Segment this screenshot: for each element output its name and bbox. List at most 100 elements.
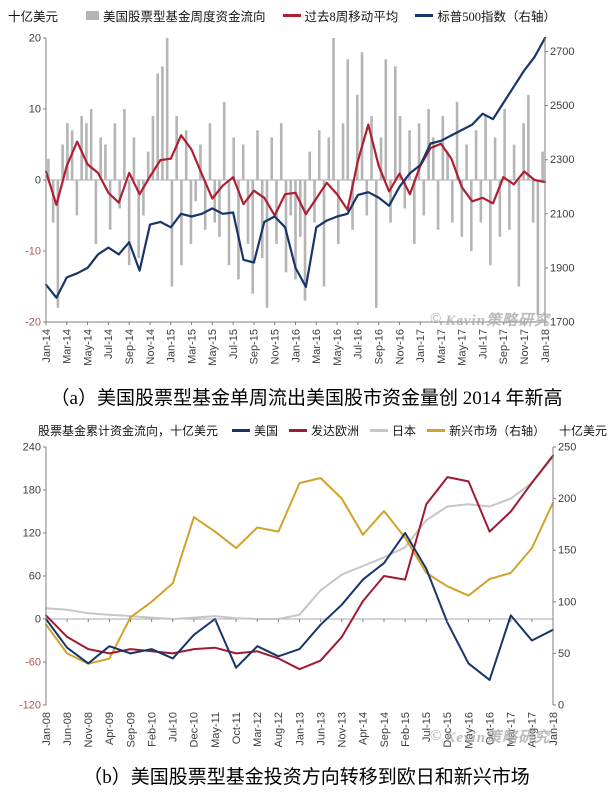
caption-b: （b）美国股票型基金投资方向转移到欧日和新兴市场 <box>83 767 530 788</box>
svg-text:May-14: May-14 <box>82 329 94 366</box>
svg-text:-20: -20 <box>25 317 41 329</box>
svg-text:May-16: May-16 <box>332 329 344 366</box>
svg-text:Feb-10: Feb-10 <box>146 712 158 747</box>
figure-b-legend-row: 股票基金累计资金流向，十亿美元 美国 发达欧洲 日本 新兴市场（右轴） 十亿美元 <box>38 422 607 439</box>
weekly-flows-chart: 20100-10-20270025002300210019001700Jan-1… <box>25 33 574 366</box>
svg-text:May-11: May-11 <box>210 712 222 748</box>
legend-item: 新兴市场（右轴） <box>427 422 545 439</box>
svg-text:2100: 2100 <box>550 208 574 220</box>
svg-text:Nov-14: Nov-14 <box>145 329 157 364</box>
bar-swatch-icon <box>86 11 100 20</box>
line-swatch-icon <box>289 429 308 432</box>
svg-text:Sep-14: Sep-14 <box>124 329 136 364</box>
svg-text:Dec-10: Dec-10 <box>189 712 201 747</box>
svg-text:180: 180 <box>23 485 41 497</box>
svg-text:Nov-17: Nov-17 <box>519 329 531 364</box>
svg-text:-10: -10 <box>25 246 41 258</box>
svg-text:Jul-17: Jul-17 <box>477 329 489 359</box>
legend-item: 美国股票型基金周度资金流向 <box>86 6 266 25</box>
svg-text:250: 250 <box>558 442 576 454</box>
svg-text:120: 120 <box>23 528 41 540</box>
svg-text:Sep-16: Sep-16 <box>373 329 385 364</box>
legend-label: 发达欧洲 <box>311 424 360 438</box>
svg-text:Mar-12: Mar-12 <box>252 712 264 747</box>
svg-text:1900: 1900 <box>550 262 574 274</box>
legend-label: 日本 <box>392 424 417 438</box>
cumulative-flows-chart: 240 180 120 60 0 -60 -120 250 200 150 100 50 0 Jan-08… <box>19 442 576 749</box>
svg-text:240: 240 <box>23 442 41 454</box>
svg-text:Sep-17: Sep-17 <box>498 329 510 364</box>
svg-text:Mar-16: Mar-16 <box>311 329 323 364</box>
svg-text:Nov-08: Nov-08 <box>83 712 95 747</box>
line-swatch-icon <box>282 14 301 17</box>
svg-text:200: 200 <box>558 493 576 505</box>
legend-item: 发达欧洲 <box>289 422 359 439</box>
svg-text:Mar-17: Mar-17 <box>506 712 518 747</box>
line-swatch-icon <box>415 14 434 17</box>
svg-text:May-16: May-16 <box>463 712 475 749</box>
legend-item: 日本 <box>370 422 416 439</box>
svg-text:2700: 2700 <box>550 46 574 58</box>
svg-text:May-17: May-17 <box>457 329 469 366</box>
svg-text:0: 0 <box>35 614 41 626</box>
svg-text:Jan-18: Jan-18 <box>548 712 560 746</box>
legend-item: 美国 <box>232 422 278 439</box>
svg-text:50: 50 <box>558 648 570 660</box>
y-left-unit-label: 十亿美元 <box>8 10 59 24</box>
legend-label: 美国 <box>254 424 279 438</box>
svg-text:Oct-11: Oct-11 <box>231 712 243 744</box>
svg-text:0: 0 <box>558 700 564 712</box>
svg-text:Nov-15: Nov-15 <box>270 329 282 364</box>
svg-text:Sep-09: Sep-09 <box>125 712 137 747</box>
svg-text:2500: 2500 <box>550 100 574 112</box>
legend-label: 标普500指数（右轴） <box>437 10 557 24</box>
svg-text:Aug-17: Aug-17 <box>527 712 539 747</box>
svg-text:2300: 2300 <box>550 154 574 166</box>
svg-text:Sep-14: Sep-14 <box>379 712 391 747</box>
svg-text:Mar-14: Mar-14 <box>62 329 74 364</box>
svg-text:Jan-15: Jan-15 <box>166 329 178 363</box>
svg-text:Jan-18: Jan-18 <box>540 329 552 363</box>
figure-b-axis-title: 股票基金累计资金流向，十亿美元 <box>38 424 219 438</box>
svg-text:Sep-15: Sep-15 <box>249 329 261 364</box>
line-swatch-icon <box>232 429 251 432</box>
legend-item: 标普500指数（右轴） <box>415 6 556 25</box>
svg-text:Feb-15: Feb-15 <box>400 712 412 747</box>
figure-a-legend: 美国股票型基金周度资金流向 过去8周移动平均 标普500指数（右轴） <box>86 6 556 25</box>
svg-text:1700: 1700 <box>550 317 574 329</box>
svg-text:20: 20 <box>29 33 41 45</box>
svg-text:-120: -120 <box>19 700 41 712</box>
svg-text:10: 10 <box>29 104 41 116</box>
svg-text:Jan-08: Jan-08 <box>41 712 53 746</box>
svg-text:Apr-14: Apr-14 <box>358 712 370 745</box>
y-right-unit-label: 十亿美元 <box>558 424 607 438</box>
svg-text:Jan-13: Jan-13 <box>294 712 306 746</box>
svg-text:Nov-13: Nov-13 <box>337 712 349 747</box>
svg-text:Apr-09: Apr-09 <box>104 712 116 745</box>
svg-text:Jul-15: Jul-15 <box>228 329 240 359</box>
caption-a: （a）美国股票型基金单周流出美国股市资金量创 2014 年新高 <box>50 388 563 409</box>
figure-b-legend: 美国 发达欧洲 日本 新兴市场（右轴） <box>232 422 545 439</box>
figure-a: 十亿美元 美国股票型基金周度资金流向 过去8周移动平均 标普500指数（右轴） 20… <box>8 6 611 409</box>
svg-text:Jun-13: Jun-13 <box>315 712 327 746</box>
svg-text:-60: -60 <box>25 657 41 669</box>
svg-text:Jun-08: Jun-08 <box>62 712 74 746</box>
figure-a-legend-row: 十亿美元 美国股票型基金周度资金流向 过去8周移动平均 标普500指数（右轴） <box>8 6 611 25</box>
svg-text:Jan-17: Jan-17 <box>415 329 427 363</box>
svg-text:Jan-16: Jan-16 <box>290 329 302 363</box>
svg-text:Jul-10: Jul-10 <box>168 712 180 742</box>
svg-text:Jul-15: Jul-15 <box>421 712 433 742</box>
svg-text:60: 60 <box>29 571 41 583</box>
svg-text:Jul-16: Jul-16 <box>353 329 365 359</box>
svg-text:100: 100 <box>558 596 576 608</box>
legend-label: 过去8周移动平均 <box>304 10 399 24</box>
legend-item: 过去8周移动平均 <box>282 6 399 25</box>
svg-text:Nov-16: Nov-16 <box>394 329 406 364</box>
line-swatch-icon <box>427 429 446 432</box>
svg-text:Aug-12: Aug-12 <box>273 712 285 747</box>
legend-label: 美国股票型基金周度资金流向 <box>103 10 266 24</box>
svg-text:Jan-14: Jan-14 <box>41 329 53 363</box>
svg-text:Mar-17: Mar-17 <box>436 329 448 364</box>
line-swatch-icon <box>370 429 389 432</box>
legend-label: 新兴市场（右轴） <box>449 424 546 438</box>
